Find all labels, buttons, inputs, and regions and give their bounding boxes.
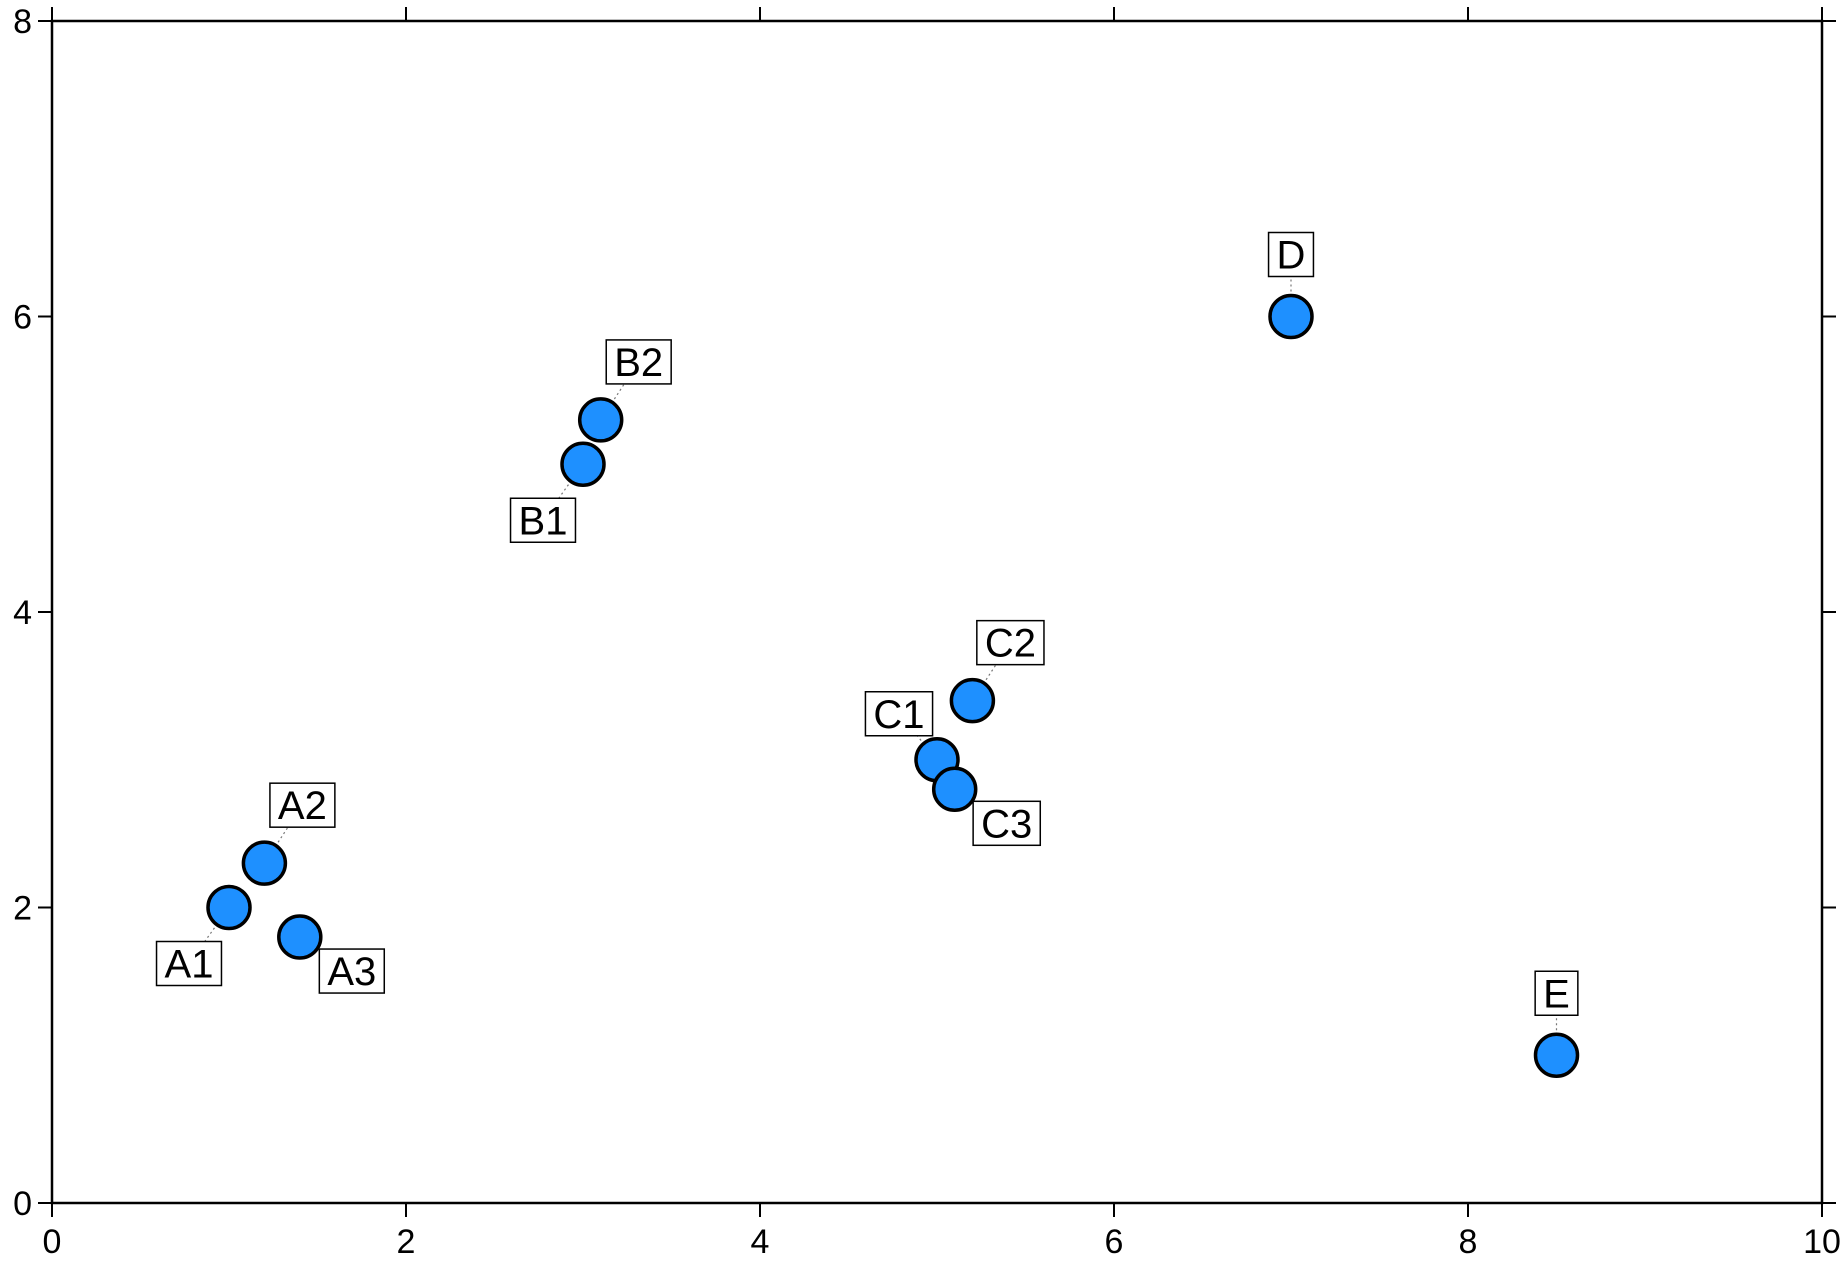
point-label-text: B2: [614, 341, 663, 385]
point-label-box: [269, 782, 336, 828]
x-tick-label-0: 0: [43, 1223, 62, 1261]
point-label-box: [1267, 231, 1315, 278]
point-label-C3: C3: [972, 800, 1042, 847]
data-point-A1: [206, 884, 252, 931]
point-label-text: A1: [165, 943, 214, 987]
x-tick-label-1: 2: [397, 1223, 416, 1261]
y-tick-label-3: 6: [13, 299, 32, 337]
axis-ticks: 0 2 4 6 8 10 0 2 4 6 8: [13, 3, 1841, 1261]
y-tick-label-4: 8: [13, 3, 32, 41]
point-label-box: [976, 619, 1045, 666]
point-label-text: C2: [985, 622, 1036, 666]
point-label-text: D: [1277, 234, 1306, 278]
point-label-box: [972, 800, 1042, 847]
point-label-B2: B2: [605, 339, 672, 385]
data-point-A3: [277, 914, 323, 960]
point-label-box: [318, 948, 386, 994]
point-label-E: E: [1534, 970, 1579, 1016]
data-point-B2: [577, 397, 624, 443]
plot-frame: [50, 19, 1824, 1205]
x-tick-label-2: 4: [751, 1223, 770, 1261]
point-label-text: C3: [981, 802, 1032, 846]
point-label-A1: A1: [155, 940, 223, 987]
data-points: [206, 293, 1580, 1078]
y-tick-label-1: 2: [13, 890, 32, 928]
point-label-box: [509, 497, 577, 543]
y-tick-label-0: 0: [13, 1185, 32, 1223]
point-label-D: D: [1267, 231, 1315, 278]
point-label-C1: C1: [864, 691, 934, 737]
point-label-text: B1: [519, 499, 568, 543]
point-label-box: [864, 691, 934, 737]
data-point-A2: [241, 840, 288, 886]
point-labels: A1 A2 A3 B1 B2 C1 C2 C3 D E: [155, 231, 1579, 1016]
point-label-text: C1: [873, 693, 924, 737]
point-label-C2: C2: [976, 619, 1045, 666]
x-tick-label-4: 8: [1459, 1223, 1478, 1261]
point-label-B1: B1: [509, 497, 577, 543]
point-label-box: [605, 339, 672, 385]
label-leaders: [188, 254, 1558, 1056]
y-tick-label-2: 4: [13, 594, 32, 632]
point-label-box: [155, 940, 223, 987]
data-point-E: [1533, 1032, 1580, 1078]
data-point-C2: [949, 677, 996, 724]
data-point-C3: [931, 766, 978, 813]
point-label-text: A2: [278, 784, 327, 828]
point-label-text: E: [1543, 972, 1570, 1016]
x-tick-label-3: 6: [1105, 1223, 1124, 1261]
point-label-text: A3: [327, 950, 376, 994]
point-label-A3: A3: [318, 948, 386, 994]
x-tick-label-5: 10: [1803, 1223, 1841, 1261]
point-label-A2: A2: [269, 782, 336, 828]
point-label-box: [1534, 970, 1579, 1016]
data-point-B1: [560, 441, 606, 487]
data-point-D: [1268, 293, 1314, 340]
